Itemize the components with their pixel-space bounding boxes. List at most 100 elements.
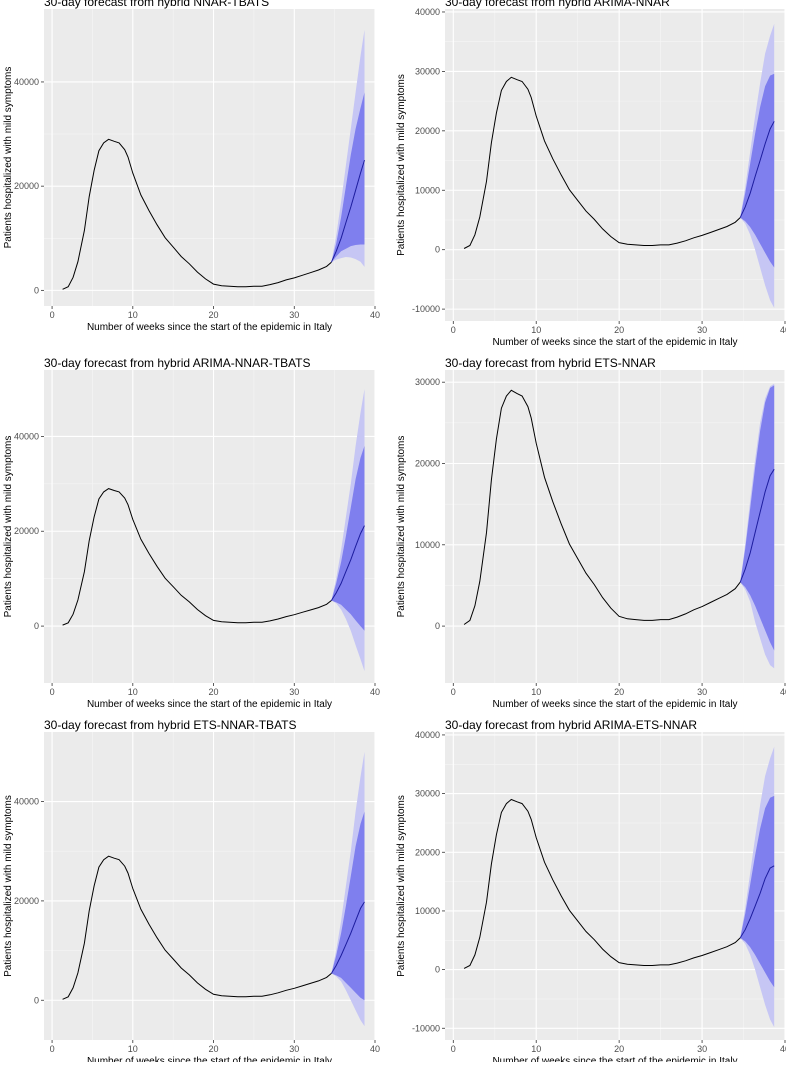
x-tick-label: 40 (370, 687, 380, 697)
x-axis-label: Number of weeks since the start of the e… (492, 699, 737, 710)
x-axis-label: Number of weeks since the start of the e… (492, 337, 737, 348)
history-line (463, 389, 741, 625)
x-tick-label: 0 (451, 325, 456, 335)
x-tick-label: 30 (289, 310, 299, 320)
y-tick-label: 0 (34, 621, 39, 631)
history-line (62, 488, 332, 626)
y-tick-label: 30000 (415, 789, 440, 799)
x-tick-label: 40 (780, 1044, 786, 1054)
y-tick-label: 20000 (14, 181, 39, 191)
y-axis-label: Patients hospitalized with mild symptoms (396, 795, 407, 977)
x-tick-label: 0 (451, 1044, 456, 1054)
chart-6: 30-day forecast from hybrid ARIMA-ETS-NN… (396, 718, 786, 1067)
prediction-band-80 (740, 385, 775, 651)
y-tick-label: 0 (435, 621, 440, 631)
y-tick-label: 30000 (415, 66, 440, 76)
y-tick-label: 10000 (415, 540, 440, 550)
x-tick-label: 20 (614, 1044, 624, 1054)
x-tick-label: 20 (209, 687, 219, 697)
y-tick-label: 30000 (415, 377, 440, 387)
chart-2: 30-day forecast from hybrid ARIMA-NNAR 0 1… (396, 0, 786, 348)
y-tick-label: 20000 (14, 896, 39, 906)
x-tick-label: 0 (50, 310, 55, 320)
chart-title: 30-day forecast from hybrid ETS-NNAR (445, 356, 656, 370)
x-axis-label: Number of weeks since the start of the e… (87, 1056, 332, 1062)
prediction-band-80 (331, 92, 365, 263)
y-tick-label: 0 (34, 995, 39, 1005)
history-line (62, 855, 332, 1000)
y-tick-label: 10000 (415, 906, 440, 916)
x-tick-label: 30 (697, 325, 707, 335)
x-axis-label: Number of weeks since the start of the e… (87, 699, 332, 710)
forecast-mean-line (330, 525, 365, 601)
x-tick-label: 30 (289, 687, 299, 697)
x-tick-label: 10 (128, 310, 138, 320)
x-tick-label: 20 (209, 310, 219, 320)
chart-4: 30-day forecast from hybrid ETS-NNAR 0 10 2… (396, 356, 786, 710)
y-axis-label: Patients hospitalized with mild symptoms (3, 795, 14, 977)
y-tick-label: 20000 (415, 126, 440, 136)
x-tick-label: 10 (531, 687, 541, 697)
x-tick-label: 40 (370, 310, 380, 320)
chart-5: 30-day forecast from hybrid ETS-NNAR-TBA… (3, 718, 380, 1067)
history-line (463, 76, 741, 249)
y-tick-label: 40000 (14, 431, 39, 441)
x-axis-label: Number of weeks since the start of the e… (87, 322, 332, 333)
plot-panel (44, 370, 375, 683)
chart-title: 30-day forecast from hybrid NNAR-TBATS (44, 0, 269, 9)
y-tick-label: -10000 (412, 304, 440, 314)
forecast-mean-line (330, 901, 365, 974)
x-tick-label: 0 (451, 687, 456, 697)
x-tick-label: 30 (697, 687, 707, 697)
prediction-band-80 (331, 445, 365, 631)
forecast-mean-line (330, 159, 365, 263)
y-axis-label: Patients hospitalized with mild symptoms (3, 67, 14, 249)
x-tick-label: 20 (614, 687, 624, 697)
x-tick-label: 10 (531, 1044, 541, 1054)
y-axis-label: Patients hospitalized with mild symptoms (3, 436, 14, 618)
y-tick-label: 40000 (415, 7, 440, 17)
prediction-band-80 (740, 795, 775, 988)
prediction-band-80 (331, 811, 365, 1001)
chart-title: 30-day forecast from hybrid ETS-NNAR-TBA… (44, 718, 297, 732)
history-line (62, 138, 332, 290)
y-tick-label: 20000 (415, 847, 440, 857)
x-tick-label: 40 (780, 687, 786, 697)
history-line (463, 798, 741, 969)
x-tick-label: 10 (128, 687, 138, 697)
y-tick-label: 40000 (415, 730, 440, 740)
x-tick-label: 10 (531, 325, 541, 335)
x-tick-label: 0 (50, 687, 55, 697)
plot-panel (445, 370, 785, 683)
y-tick-label: 40000 (14, 797, 39, 807)
plot-panel (445, 9, 785, 321)
x-axis-label: Number of weeks since the start of the e… (492, 1056, 737, 1062)
forecast-mean-line (739, 121, 775, 218)
x-tick-label: 30 (289, 1044, 299, 1054)
chart-title: 30-day forecast from hybrid ARIMA-NNAR-T… (44, 356, 311, 370)
chart-1: 30-day forecast from hybrid NNAR-TBATS 0 1… (3, 0, 380, 333)
x-tick-label: 20 (614, 325, 624, 335)
y-tick-label: 20000 (14, 526, 39, 536)
y-tick-label: 0 (435, 245, 440, 255)
x-tick-label: 20 (209, 1044, 219, 1054)
x-tick-label: 30 (697, 1044, 707, 1054)
y-tick-label: -10000 (412, 1023, 440, 1033)
plot-panel (44, 9, 375, 306)
y-tick-label: 40000 (14, 77, 39, 87)
y-axis-label: Patients hospitalized with mild symptoms (396, 436, 407, 618)
y-tick-label: 20000 (415, 458, 440, 468)
x-tick-label: 40 (780, 325, 786, 335)
forecast-mean-line (739, 865, 775, 939)
chart-3: 30-day forecast from hybrid ARIMA-NNAR-T… (3, 356, 380, 710)
y-tick-label: 0 (435, 965, 440, 975)
plot-panel (445, 732, 785, 1040)
chart-title: 30-day forecast from hybrid ARIMA-NNAR (445, 0, 670, 9)
y-axis-label: Patients hospitalized with mild symptoms (396, 74, 407, 256)
x-tick-label: 40 (370, 1044, 380, 1054)
forecast-mean-line (739, 468, 775, 583)
chart-title: 30-day forecast from hybrid ARIMA-ETS-NN… (445, 718, 697, 732)
x-tick-label: 10 (128, 1044, 138, 1054)
